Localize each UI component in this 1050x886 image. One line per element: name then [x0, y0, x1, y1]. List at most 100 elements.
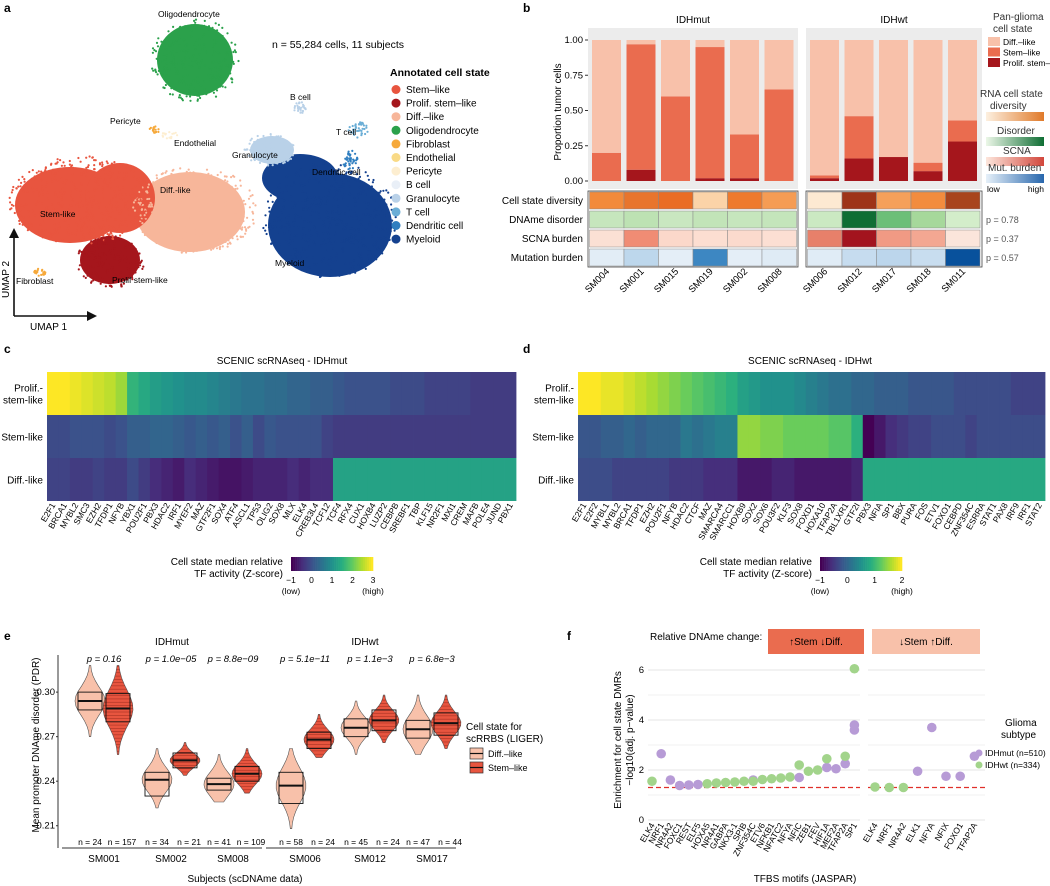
umap-point	[345, 223, 348, 226]
e-n-stem: n = 21	[177, 837, 201, 847]
b-bar-segment	[948, 141, 977, 181]
umap-point	[229, 242, 232, 245]
umap-point	[163, 86, 166, 90]
umap-point	[98, 201, 101, 204]
umap-point	[313, 226, 316, 230]
umap-point	[177, 33, 180, 36]
umap-point	[319, 202, 322, 206]
umap-point	[190, 65, 193, 68]
heatmap-cell	[1010, 415, 1023, 458]
umap-point	[173, 88, 176, 91]
umap-point	[137, 208, 140, 211]
umap-point	[313, 210, 316, 214]
umap-point	[206, 214, 209, 217]
umap-point	[374, 243, 377, 246]
umap-point	[146, 198, 149, 201]
umap-point	[320, 270, 323, 273]
umap-point	[151, 47, 155, 50]
heatmap-cell	[413, 415, 425, 458]
heatmap-row-label: stem-like	[3, 396, 43, 407]
umap-point	[106, 253, 109, 256]
umap-point	[221, 181, 224, 184]
umap-point	[311, 209, 314, 212]
umap-point	[152, 128, 155, 131]
umap-point	[279, 157, 282, 160]
umap-point	[184, 45, 187, 48]
umap-point	[335, 231, 338, 234]
umap-point	[178, 202, 181, 205]
umap-point	[373, 230, 376, 233]
heatmap-cell	[275, 372, 288, 415]
umap-point	[252, 222, 255, 225]
heatmap-cell	[714, 415, 727, 458]
umap-point	[105, 209, 108, 212]
umap-point	[84, 216, 87, 219]
umap-point	[68, 159, 71, 163]
umap-point	[185, 51, 188, 55]
umap-point	[180, 59, 183, 62]
umap-point	[280, 211, 284, 214]
umap-point	[187, 63, 190, 66]
umap-point	[121, 223, 124, 226]
heatmap-cell	[942, 372, 955, 415]
umap-point	[362, 124, 365, 127]
umap-point	[21, 223, 24, 226]
umap-point	[211, 68, 214, 71]
heatmap-cell	[470, 372, 483, 415]
umap-point	[23, 205, 26, 208]
umap-point	[329, 259, 332, 262]
umap-point	[37, 274, 40, 277]
heatmap-cell	[481, 415, 494, 458]
umap-point	[10, 203, 13, 206]
umap-point	[322, 232, 325, 235]
umap-point	[272, 161, 275, 164]
umap-point	[277, 152, 280, 155]
heatmap-scale-step	[354, 557, 357, 571]
heatmap-cell	[748, 415, 761, 458]
umap-point	[85, 245, 88, 248]
umap-point	[40, 269, 44, 272]
umap-point	[82, 233, 85, 236]
umap-point	[118, 193, 121, 197]
umap-point	[31, 169, 34, 172]
umap-point	[218, 66, 221, 69]
umap-point	[78, 205, 81, 208]
umap-point	[141, 212, 144, 215]
heatmap-scale-step	[877, 557, 880, 571]
heatmap-scale-tick: 2	[900, 575, 905, 585]
umap-point	[94, 177, 97, 180]
umap-point	[90, 280, 93, 283]
umap-point	[358, 220, 361, 223]
umap-point	[96, 253, 99, 256]
umap-point	[215, 41, 218, 44]
heatmap-cell	[612, 458, 624, 501]
umap-point	[382, 241, 385, 244]
umap-point	[77, 252, 80, 255]
umap-point	[132, 175, 135, 178]
b-ytick: 1.00	[565, 35, 584, 46]
heatmap-scale-title: TF activity (Z-score)	[194, 569, 283, 580]
umap-point	[212, 60, 215, 64]
umap-point	[111, 249, 114, 252]
umap-point	[340, 179, 343, 182]
b-ytick: 0.75	[565, 70, 584, 81]
umap-point	[318, 216, 321, 219]
b-track-cell	[761, 229, 797, 248]
umap-point	[217, 210, 220, 213]
heatmap-cell	[634, 372, 647, 415]
heatmap-cell	[161, 458, 174, 501]
umap-point	[327, 232, 330, 235]
umap-point	[104, 262, 107, 265]
umap-point	[186, 179, 189, 182]
umap-point	[138, 181, 141, 184]
umap-point	[262, 142, 265, 145]
umap-point	[226, 180, 229, 183]
umap-point	[38, 214, 42, 217]
umap-point	[195, 249, 198, 252]
umap-point	[210, 72, 213, 75]
umap-point	[377, 194, 380, 197]
umap-point	[247, 154, 251, 157]
umap-point	[86, 232, 89, 235]
umap-point	[98, 261, 101, 264]
umap-point	[19, 214, 22, 217]
